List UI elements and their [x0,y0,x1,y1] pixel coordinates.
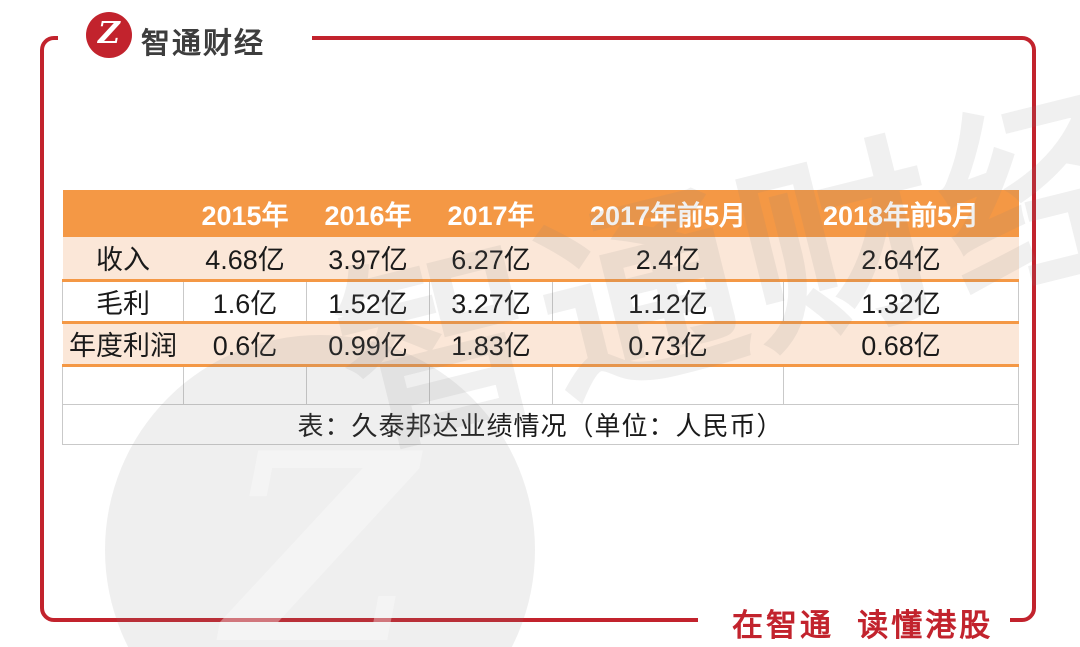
table-row-empty [62,364,1019,405]
table-caption-row: 表：久泰邦达业绩情况（单位：人民币） [62,403,1019,445]
zhitong-logo-icon: Z [86,12,132,58]
table-caption: 表：久泰邦达业绩情况（单位：人民币） [62,403,1019,445]
table-cell: 3.27亿 [429,280,553,324]
brand-tagline: 在智通 读懂港股 [732,608,994,643]
table-cell: 6.27亿 [429,237,553,282]
row-label: 年度利润 [62,322,184,367]
header-cell-2016: 2016年 [306,190,430,237]
table-cell: 0.99亿 [306,322,430,367]
table-cell: 4.68亿 [183,237,307,282]
decorative-red-frame [40,36,1036,622]
performance-table: 2015年 2016年 2017年 2017年前5月 2018年前5月 收入 4… [62,190,1019,445]
table-cell: 1.6亿 [183,280,307,324]
table-cell: 1.32亿 [783,280,1019,324]
table-row-annual-profit: 年度利润 0.6亿 0.99亿 1.83亿 0.73亿 0.68亿 [62,322,1019,367]
empty-cell [552,364,784,405]
table-cell: 0.68亿 [783,322,1019,367]
table-cell: 1.52亿 [306,280,430,324]
table-cell: 2.4亿 [552,237,784,282]
header-cell-2018-5m: 2018年前5月 [783,190,1019,237]
table-header-row: 2015年 2016年 2017年 2017年前5月 2018年前5月 [62,190,1019,237]
empty-cell [429,364,553,405]
header-cell-blank [62,190,184,237]
empty-cell [306,364,430,405]
header-cell-2017: 2017年 [429,190,553,237]
frame-gap-bottom [698,610,1010,628]
row-label: 收入 [62,237,184,282]
logo-letter: Z [98,16,120,51]
header-cell-2017-5m: 2017年前5月 [552,190,784,237]
table-row-revenue: 收入 4.68亿 3.97亿 6.27亿 2.4亿 2.64亿 [62,237,1019,282]
table-cell: 2.64亿 [783,237,1019,282]
table-cell: 1.83亿 [429,322,553,367]
table-cell: 0.6亿 [183,322,307,367]
empty-cell [62,364,184,405]
row-label: 毛利 [62,280,184,324]
brand-name: 智通财经 [141,28,266,60]
performance-table-wrapper: 2015年 2016年 2017年 2017年前5月 2018年前5月 收入 4… [62,190,1019,445]
table-cell: 0.73亿 [552,322,784,367]
table-cell: 1.12亿 [552,280,784,324]
table-row-gross-profit: 毛利 1.6亿 1.52亿 3.27亿 1.12亿 1.32亿 [62,280,1019,324]
table-cell: 3.97亿 [306,237,430,282]
header-cell-2015: 2015年 [183,190,307,237]
empty-cell [783,364,1019,405]
empty-cell [183,364,307,405]
